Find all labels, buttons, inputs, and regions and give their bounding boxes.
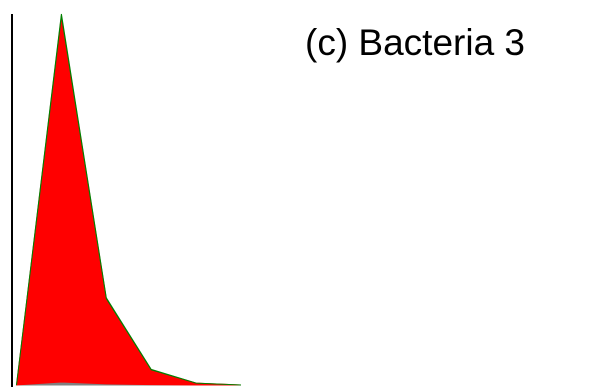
area-series-2 (16, 13, 242, 386)
area-series-1 (15, 15, 242, 386)
series-layer (15, 13, 242, 386)
chart-title: (c) Bacteria 3 (305, 22, 525, 63)
